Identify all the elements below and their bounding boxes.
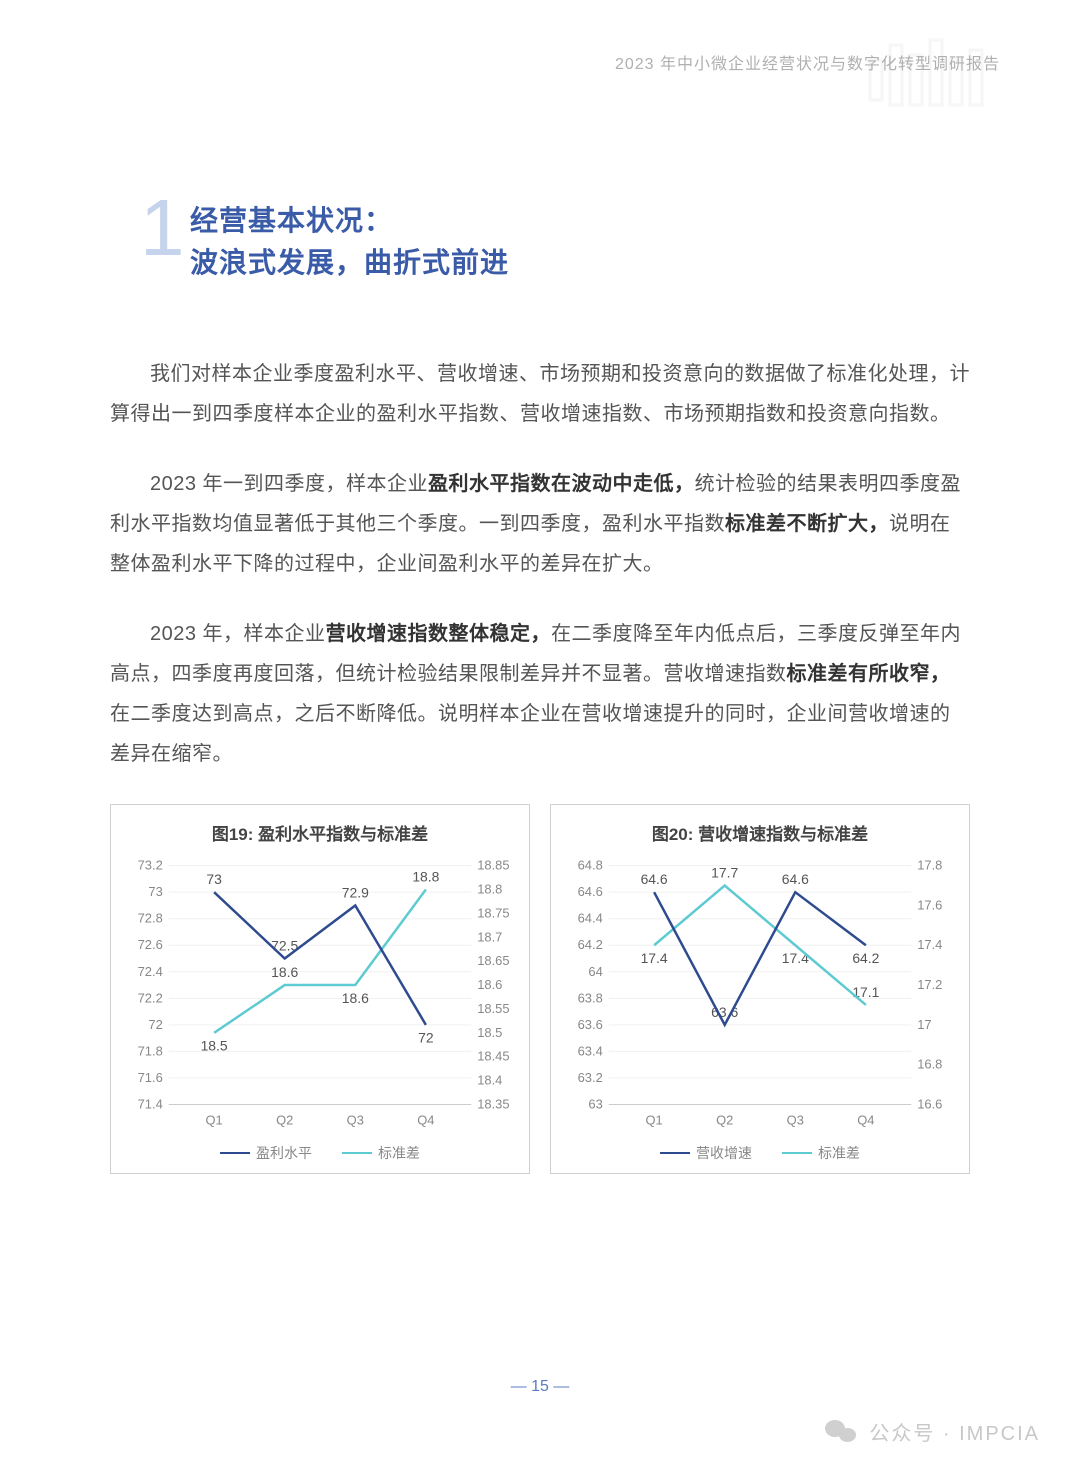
svg-text:73: 73 <box>148 884 162 899</box>
section-title-line1: 经营基本状况： <box>190 205 393 236</box>
svg-text:17.8: 17.8 <box>917 858 942 873</box>
svg-text:18.8: 18.8 <box>477 882 502 897</box>
svg-text:18.6: 18.6 <box>342 990 369 1006</box>
svg-text:72: 72 <box>148 1017 162 1032</box>
chart-19-legend-1: 盈利水平 <box>220 1143 312 1163</box>
svg-text:64.2: 64.2 <box>578 937 603 952</box>
svg-text:Q4: Q4 <box>417 1112 434 1127</box>
svg-text:18.65: 18.65 <box>477 953 509 968</box>
svg-text:18.4: 18.4 <box>477 1073 502 1088</box>
svg-text:Q2: Q2 <box>276 1112 293 1127</box>
svg-text:17.4: 17.4 <box>917 937 942 952</box>
svg-text:63.8: 63.8 <box>578 990 603 1005</box>
svg-text:73.2: 73.2 <box>138 858 163 873</box>
svg-text:17: 17 <box>917 1017 931 1032</box>
svg-text:72.9: 72.9 <box>342 884 369 900</box>
footer-wechat-label: 公众号 · IMPCIA <box>869 1417 1040 1446</box>
svg-text:64.6: 64.6 <box>782 871 809 887</box>
svg-text:18.7: 18.7 <box>477 929 502 944</box>
svg-text:Q1: Q1 <box>646 1112 663 1127</box>
header-title: 2023 年中小微企业经营状况与数字化转型调研报告 <box>615 50 1000 74</box>
svg-text:64: 64 <box>588 964 602 979</box>
chart-19-svg: 73.2 73 72.8 72.6 72.4 72.2 72 71.8 71.6 71.4 18.8… <box>121 855 519 1135</box>
paragraph-2: 2023 年一到四季度，样本企业盈利水平指数在波动中走低，统计检验的结果表明四季… <box>110 464 970 584</box>
svg-text:71.8: 71.8 <box>138 1043 163 1058</box>
svg-text:17.7: 17.7 <box>711 865 738 881</box>
paragraph-1: 我们对样本企业季度盈利水平、营收增速、市场预期和投资意向的数据做了标准化处理，计… <box>110 354 970 434</box>
svg-text:72: 72 <box>418 1030 434 1046</box>
svg-text:18.55: 18.55 <box>477 1001 509 1016</box>
svg-text:63.6: 63.6 <box>578 1017 603 1032</box>
svg-text:18.6: 18.6 <box>477 977 502 992</box>
svg-text:17.6: 17.6 <box>917 897 942 912</box>
svg-text:72.4: 72.4 <box>138 964 163 979</box>
svg-text:71.6: 71.6 <box>138 1070 163 1085</box>
svg-text:16.6: 16.6 <box>917 1096 942 1111</box>
svg-text:63.4: 63.4 <box>578 1043 603 1058</box>
chart-19-legend-2: 标准差 <box>342 1143 420 1163</box>
svg-text:18.6: 18.6 <box>271 964 298 980</box>
chart-20-svg: 64.8 64.6 64.4 64.2 64 63.8 63.6 63.4 63.2 63 17.8… <box>561 855 959 1135</box>
footer-wechat: 公众号 · IMPCIA <box>825 1417 1040 1446</box>
svg-text:Q3: Q3 <box>347 1112 364 1127</box>
svg-text:64.4: 64.4 <box>578 911 603 926</box>
svg-text:64.8: 64.8 <box>578 858 603 873</box>
svg-text:Q4: Q4 <box>857 1112 874 1127</box>
svg-text:18.75: 18.75 <box>477 905 509 920</box>
svg-text:73: 73 <box>206 871 222 887</box>
wechat-icon <box>825 1418 859 1446</box>
chart-19-title: 图19: 盈利水平指数与标准差 <box>121 820 519 845</box>
section-title: 经营基本状况： 波浪式发展，曲折式前进 <box>190 200 970 284</box>
chart-19-container: 图19: 盈利水平指数与标准差 73.2 73 72.8 72.6 72.4 72.2 72… <box>110 804 530 1174</box>
svg-text:18.8: 18.8 <box>412 869 439 885</box>
section-title-line2: 波浪式发展，曲折式前进 <box>190 247 509 278</box>
header-watermark-icon <box>860 30 1000 135</box>
body-text: 我们对样本企业季度盈利水平、营收增速、市场预期和投资意向的数据做了标准化处理，计… <box>110 354 970 774</box>
page-number: — 15 — <box>511 1378 570 1396</box>
svg-text:Q2: Q2 <box>716 1112 733 1127</box>
svg-text:18.85: 18.85 <box>477 858 509 873</box>
svg-text:64.6: 64.6 <box>578 884 603 899</box>
chart-20-container: 图20: 营收增速指数与标准差 64.8 64.6 64.4 64.2 64 63.8 63… <box>550 804 970 1174</box>
svg-text:17.4: 17.4 <box>641 950 668 966</box>
svg-text:64.2: 64.2 <box>852 950 879 966</box>
svg-text:16.8: 16.8 <box>917 1057 942 1072</box>
svg-text:63.2: 63.2 <box>578 1070 603 1085</box>
chart-20-legend-1: 营收增速 <box>660 1143 752 1163</box>
svg-text:Q3: Q3 <box>787 1112 804 1127</box>
svg-text:63: 63 <box>588 1096 602 1111</box>
svg-text:18.35: 18.35 <box>477 1096 509 1111</box>
svg-text:64.6: 64.6 <box>641 871 668 887</box>
svg-text:72.8: 72.8 <box>138 911 163 926</box>
svg-text:17.2: 17.2 <box>917 977 942 992</box>
svg-text:72.2: 72.2 <box>138 990 163 1005</box>
svg-text:18.5: 18.5 <box>201 1038 228 1054</box>
section-number: 1 <box>140 182 185 274</box>
svg-text:Q1: Q1 <box>206 1112 223 1127</box>
svg-text:72.6: 72.6 <box>138 937 163 952</box>
chart-20-title: 图20: 营收增速指数与标准差 <box>561 820 959 845</box>
chart-20-legend-2: 标准差 <box>782 1143 860 1163</box>
svg-text:18.45: 18.45 <box>477 1049 509 1064</box>
svg-text:71.4: 71.4 <box>138 1096 163 1111</box>
paragraph-3: 2023 年，样本企业营收增速指数整体稳定，在二季度降至年内低点后，三季度反弹至… <box>110 614 970 774</box>
svg-text:18.5: 18.5 <box>477 1025 502 1040</box>
